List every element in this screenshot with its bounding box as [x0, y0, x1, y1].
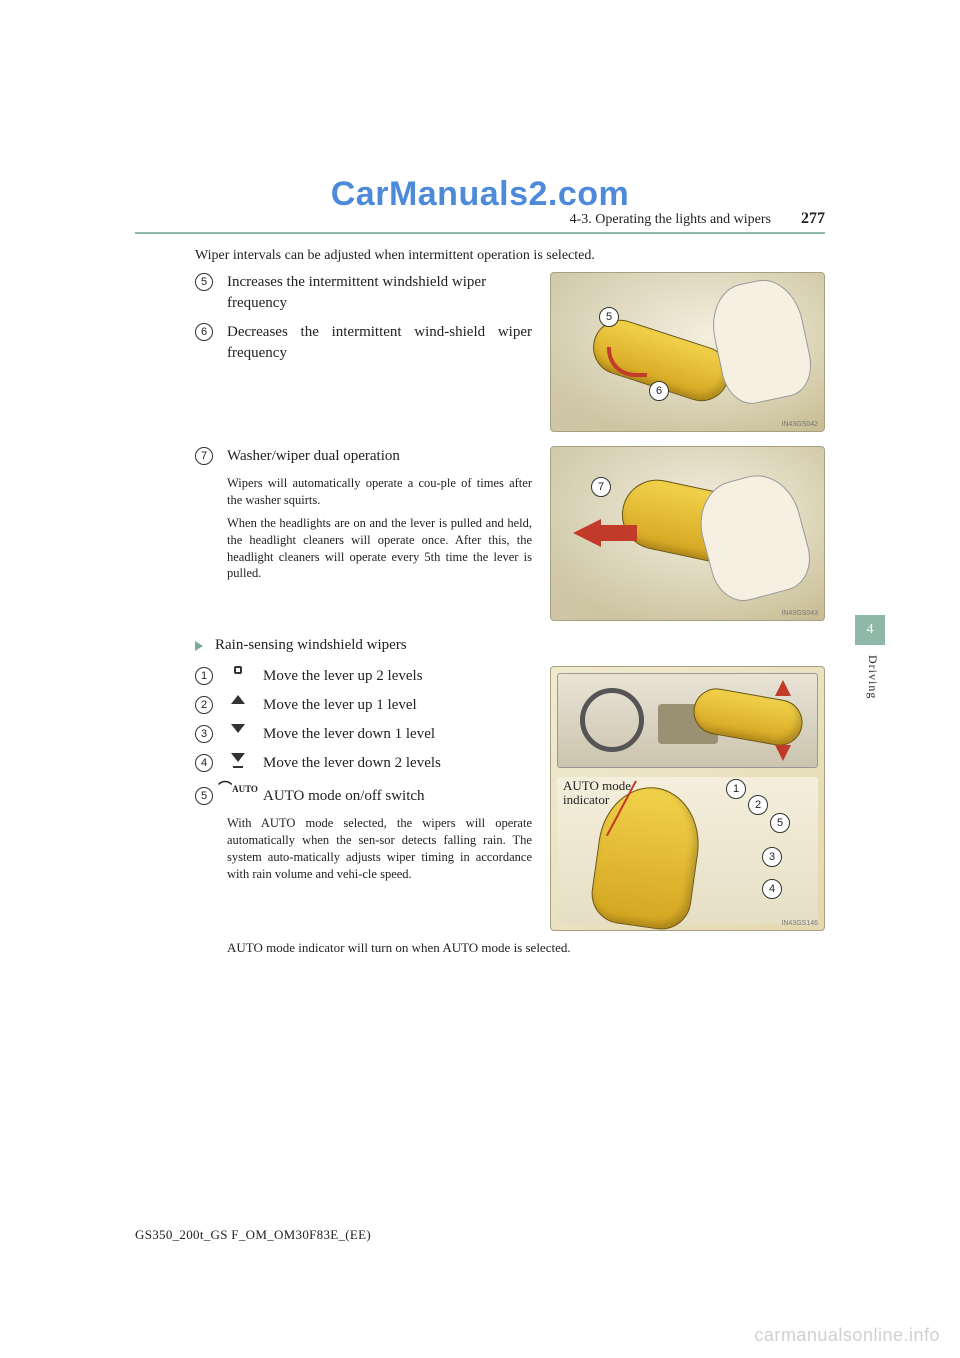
item-text: Move the lever up 2 levels — [263, 666, 423, 687]
list-item: 7 Washer/wiper dual operation — [195, 446, 532, 467]
figure-rain-sensing: AUTO mode indicator 1 2 5 3 4 IN43GS146 — [550, 666, 825, 931]
subheading-text: Rain-sensing windshield wipers — [215, 635, 407, 656]
list-item: 5 ⌒AUTO AUTO mode on/off switch — [195, 786, 532, 807]
figure-washer: 7 IN43GS043 — [550, 446, 825, 621]
item-text: AUTO mode on/off switch — [263, 786, 425, 807]
item-text: Move the lever down 1 level — [263, 724, 435, 745]
chapter-label: Driving — [865, 655, 880, 699]
circled-number-5b: 5 — [195, 787, 213, 805]
block-washer: 7 Washer/wiper dual operation Wipers wil… — [195, 446, 825, 621]
auto-note: AUTO mode indicator will turn on when AU… — [227, 939, 825, 957]
down2-icon — [227, 753, 249, 767]
item-text: Decreases the intermittent wind-shield w… — [227, 322, 532, 364]
item-subtext: Wipers will automatically operate a cou-… — [227, 475, 532, 509]
auto-icon: ⌒AUTO — [227, 786, 249, 794]
item-subtext: When the headlights are on and the lever… — [227, 515, 532, 583]
down-icon — [227, 724, 249, 733]
figure-code: IN43GS042 — [781, 421, 818, 428]
circled-number-6: 6 — [195, 323, 213, 341]
callout-5c: 5 — [770, 813, 790, 833]
watermark-top: CarManuals2.com — [331, 175, 630, 214]
circled-number-1: 1 — [195, 667, 213, 685]
circled-number-3: 3 — [195, 725, 213, 743]
list-item: 1 Move the lever up 2 levels — [195, 666, 532, 687]
auto-label-line2: indicator — [563, 792, 609, 807]
circled-number-5: 5 — [195, 273, 213, 291]
intro-text: Wiper intervals can be adjusted when int… — [195, 248, 825, 264]
up-icon — [227, 695, 249, 704]
auto-mode-label: AUTO mode indicator — [563, 779, 631, 808]
callout-4: 4 — [762, 879, 782, 899]
block-intervals: 5 Increases the intermittent windshield … — [195, 272, 825, 432]
footer-code: GS350_200t_GS F_OM_OM30F83E_(EE) — [135, 1227, 371, 1243]
header-rule — [135, 232, 825, 234]
list-item: 6 Decreases the intermittent wind-shield… — [195, 322, 532, 364]
block-rain: 1 Move the lever up 2 levels 2 Move the … — [195, 666, 825, 931]
dot-icon — [227, 666, 249, 674]
page-content: 4-3. Operating the lights and wipers 277… — [135, 210, 825, 957]
item-subtext: With AUTO mode selected, the wipers will… — [227, 815, 532, 883]
callout-1: 1 — [726, 779, 746, 799]
list-item: 4 Move the lever down 2 levels — [195, 753, 532, 774]
circled-number-4: 4 — [195, 754, 213, 772]
callout-6: 6 — [649, 381, 669, 401]
callout-7: 7 — [591, 477, 611, 497]
watermark-bottom: carmanualsonline.info — [754, 1325, 940, 1346]
page-header: 4-3. Operating the lights and wipers 277 — [135, 210, 825, 228]
item-text: Move the lever up 1 level — [263, 695, 417, 716]
section-title: 4-3. Operating the lights and wipers — [570, 212, 771, 228]
list-item: 5 Increases the intermittent windshield … — [195, 272, 532, 314]
item-text: Move the lever down 2 levels — [263, 753, 441, 774]
subheading-rain: Rain-sensing windshield wipers — [195, 635, 825, 656]
list-item: 3 Move the lever down 1 level — [195, 724, 532, 745]
callout-3: 3 — [762, 847, 782, 867]
figure-code: IN43GS146 — [781, 920, 818, 927]
figure-code: IN43GS043 — [781, 610, 818, 617]
auto-label-line1: AUTO mode — [563, 778, 631, 793]
circled-number-7: 7 — [195, 447, 213, 465]
figure-interval-adjust: 5 6 IN43GS042 — [550, 272, 825, 432]
triangle-bullet-icon — [195, 641, 203, 651]
item-text: Washer/wiper dual operation — [227, 446, 400, 467]
callout-5: 5 — [599, 307, 619, 327]
list-item: 2 Move the lever up 1 level — [195, 695, 532, 716]
item-text: Increases the intermittent windshield wi… — [227, 272, 532, 314]
circled-number-2: 2 — [195, 696, 213, 714]
callout-2: 2 — [748, 795, 768, 815]
page-number: 277 — [801, 210, 825, 228]
chapter-tab: 4 — [855, 615, 885, 645]
